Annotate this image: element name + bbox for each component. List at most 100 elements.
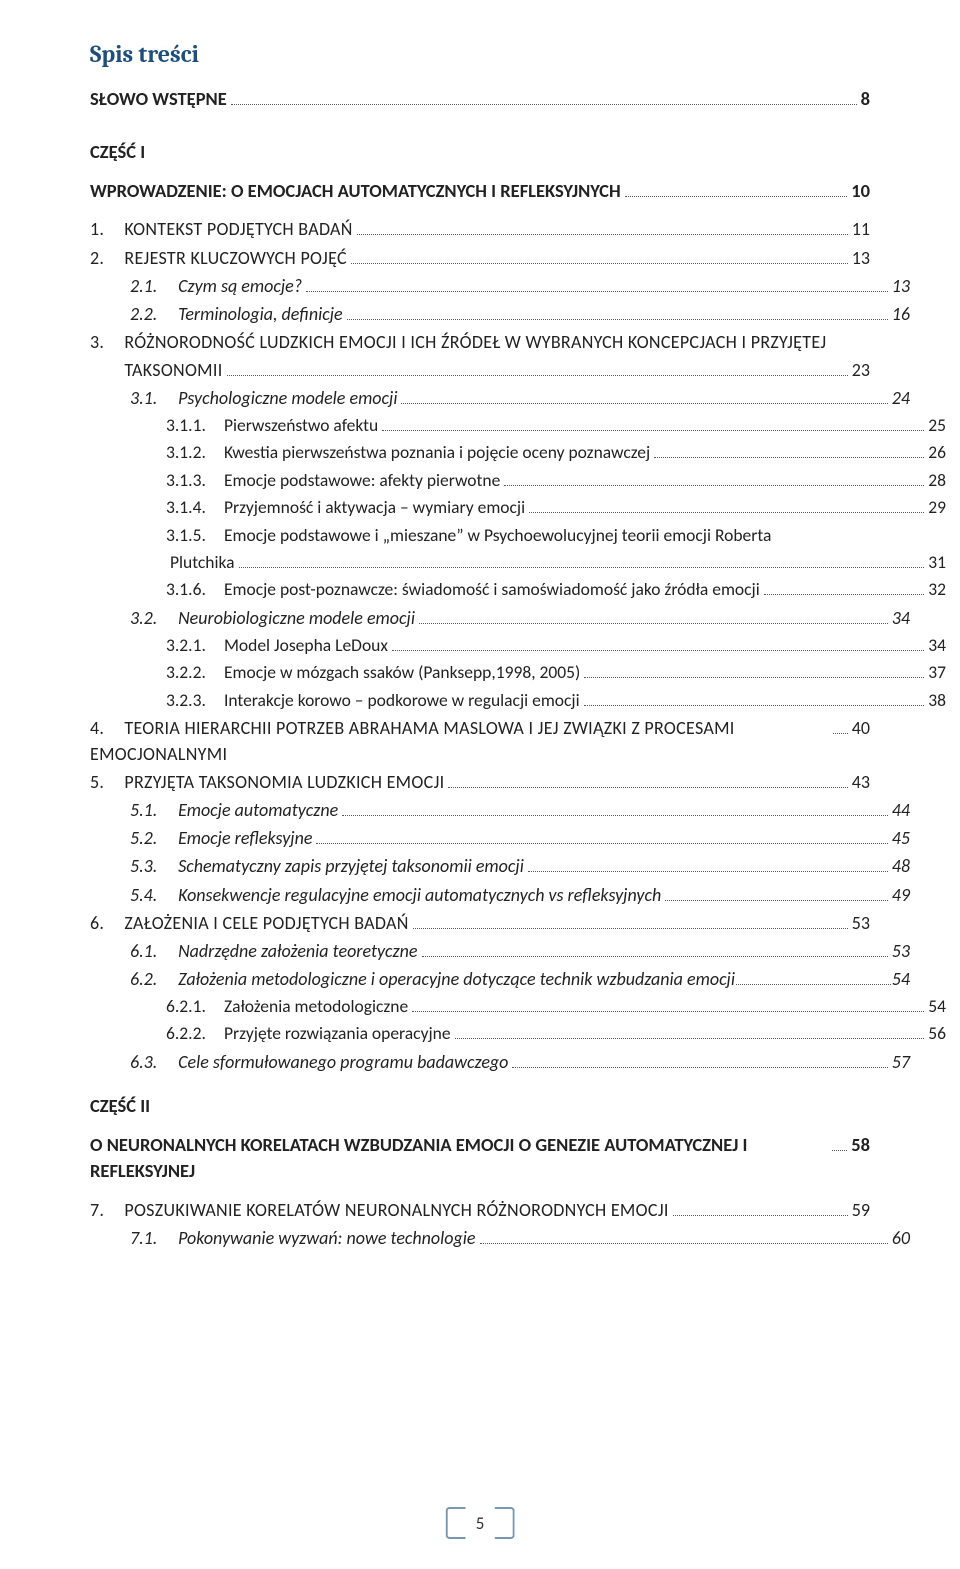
toc-entry[interactable]: O NEURONALNYCH KORELATACH WZBUDZANIA EMO… (90, 1132, 870, 1186)
toc-entry-number: 7. (90, 1197, 120, 1223)
toc-leader-dots (351, 263, 848, 264)
toc-entry-number: 5. (90, 769, 120, 795)
toc-entry[interactable]: Plutchika 31 (166, 550, 946, 575)
toc-leader-dots (665, 900, 888, 901)
toc-entry-number: 6.1. (130, 938, 174, 964)
toc-entry[interactable]: 7.1. Pokonywanie wyzwań: nowe technologi… (130, 1225, 910, 1251)
toc-entry-label: 7. POSZUKIWANIE KORELATÓW NEURONALNYCH R… (90, 1197, 669, 1223)
toc-entry-number: 3.2.2. (166, 660, 220, 685)
toc-entry-page: 60 (892, 1225, 910, 1251)
toc-entry[interactable]: 6.1. Nadrzędne założenia teoretyczne 53 (130, 938, 910, 964)
toc-entry[interactable]: 3. RÓŻNORODNOŚĆ LUDZKICH EMOCJI I ICH ŹR… (90, 329, 870, 355)
toc-leader-dots (413, 928, 848, 929)
toc-entry-label: 6.2. Założenia metodologiczne i operacyj… (130, 966, 735, 992)
toc-entry[interactable]: 2.2. Terminologia, definicje 16 (130, 301, 910, 327)
toc-entry-number: 3.1.3. (166, 468, 220, 493)
toc-entry-number: 2.1. (130, 273, 174, 299)
toc-entry[interactable]: 6. ZAŁOŻENIA I CELE PODJĘTYCH BADAŃ 53 (90, 910, 870, 936)
toc-entry-number: 7.1. (130, 1225, 174, 1251)
toc-entry-number: 5.1. (130, 797, 174, 823)
toc-entry-number: 3.1.1. (166, 413, 220, 438)
toc-entry[interactable]: 6.2.2. Przyjęte rozwiązania operacyjne 5… (166, 1021, 946, 1046)
toc-entry[interactable]: 3.1.4. Przyjemność i aktywacja – wymiary… (166, 495, 946, 520)
toc-leader-dots (412, 1011, 924, 1012)
toc-entry-label: 6.2.2. Przyjęte rozwiązania operacyjne (166, 1021, 451, 1046)
toc-entry-page: 59 (852, 1197, 870, 1223)
toc-entry[interactable]: SŁOWO WSTĘPNE 8 (90, 86, 870, 113)
toc-leader-dots (529, 512, 924, 513)
toc-entry-label: 7.1. Pokonywanie wyzwań: nowe technologi… (130, 1225, 476, 1251)
toc-entry[interactable]: CZĘŚĆ I (90, 139, 870, 166)
toc-entry-label: 3.1.5. Emocje podstawowe i „mieszane” w … (166, 523, 771, 548)
toc-entry[interactable]: WPROWADZENIE: O EMOCJACH AUTOMATYCZNYCH … (90, 178, 870, 205)
toc-entry-number: 6.2. (130, 966, 174, 992)
toc-entry[interactable]: 3.1.1. Pierwszeństwo afektu 25 (166, 413, 946, 438)
toc-leader-dots (316, 843, 887, 844)
toc-entry-page: 44 (892, 797, 910, 823)
bracket-left-icon (446, 1507, 466, 1539)
toc-entry-label: 3.1. Psychologiczne modele emocji (130, 385, 397, 411)
toc-entry-page: 11 (852, 216, 870, 242)
toc-entry[interactable]: CZĘŚĆ II (90, 1093, 870, 1120)
toc-entry-number: 1. (90, 216, 120, 242)
toc-entry-page: 29 (928, 495, 946, 520)
toc-leader-dots (584, 677, 924, 678)
toc-leader-dots (422, 956, 888, 957)
toc-entry[interactable]: 5. PRZYJĘTA TAKSONOMIA LUDZKICH EMOCJI 4… (90, 769, 870, 795)
toc-entry[interactable]: 2.1. Czym są emocje? 13 (130, 273, 910, 299)
toc-entry[interactable]: 3.2.1. Model Josepha LeDoux 34 (166, 633, 946, 658)
bracket-right-icon (494, 1507, 514, 1539)
toc-entry[interactable]: 6.2. Założenia metodologiczne i operacyj… (130, 966, 910, 992)
toc-entry[interactable]: 3.2. Neurobiologiczne modele emocji 34 (130, 605, 910, 631)
toc-entry-label: 1. KONTEKST PODJĘTYCH BADAŃ (90, 216, 353, 242)
toc-entry[interactable]: 3.1. Psychologiczne modele emocji 24 (130, 385, 910, 411)
toc-entry-page: 34 (892, 605, 910, 631)
toc-entry[interactable]: 1. KONTEKST PODJĘTYCH BADAŃ 11 (90, 216, 870, 242)
toc-leader-dots (231, 104, 857, 105)
toc-entry[interactable]: 5.3. Schematyczny zapis przyjętej takson… (130, 853, 910, 879)
toc-leader-dots (625, 196, 848, 197)
toc-entry[interactable]: 3.1.5. Emocje podstawowe i „mieszane” w … (166, 523, 946, 548)
toc-entry[interactable]: 2. REJESTR KLUCZOWYCH POJĘĆ 13 (90, 245, 870, 271)
toc-entry-page: 13 (852, 245, 870, 271)
toc-entry[interactable]: 3.1.2. Kwestia pierwszeństwa poznania i … (166, 440, 946, 465)
toc-entry[interactable]: TAKSONOMII 23 (90, 357, 870, 383)
toc-entry-page: 28 (928, 468, 946, 493)
toc-entry-label: 6. ZAŁOŻENIA I CELE PODJĘTYCH BADAŃ (90, 910, 409, 936)
toc-entry-number: 3. (90, 329, 120, 355)
toc-entry[interactable]: 3.1.6. Emocje post-poznawcze: świadomość… (166, 577, 946, 602)
toc-entry-page: 48 (892, 853, 910, 879)
toc-entry-page: 58 (851, 1132, 870, 1159)
toc-entry-page: 38 (928, 688, 946, 713)
toc-entry-number: 4. (90, 715, 120, 741)
toc-entry-page: 54 (892, 966, 910, 992)
toc-entry-label: 4. TEORIA HIERARCHII POTRZEB ABRAHAMA MA… (90, 715, 829, 767)
toc-entry-label: 6.1. Nadrzędne założenia teoretyczne (130, 938, 418, 964)
toc-entry[interactable]: 6.2.1. Założenia metodologiczne 54 (166, 994, 946, 1019)
toc-entry[interactable]: 7. POSZUKIWANIE KORELATÓW NEURONALNYCH R… (90, 1197, 870, 1223)
toc-entry[interactable]: 5.1. Emocje automatyczne 44 (130, 797, 910, 823)
toc-leader-dots (832, 1150, 847, 1151)
toc-entry-label: 5.1. Emocje automatyczne (130, 797, 338, 823)
toc-entry[interactable]: 6.3. Cele sformułowanego programu badawc… (130, 1049, 910, 1075)
toc-entry-label: 5.4. Konsekwencje regulacyjne emocji aut… (130, 882, 661, 908)
toc-entry-label: 3.2. Neurobiologiczne modele emocji (130, 605, 415, 631)
toc-entry[interactable]: 5.2. Emocje refleksyjne 45 (130, 825, 910, 851)
toc-entry[interactable]: 3.1.3. Emocje podstawowe: afekty pierwot… (166, 468, 946, 493)
toc-leader-dots (306, 291, 888, 292)
toc-entry[interactable]: 3.2.2. Emocje w mózgach ssaków (Panksepp… (166, 660, 946, 685)
toc-entry[interactable]: 5.4. Konsekwencje regulacyjne emocji aut… (130, 882, 910, 908)
toc-entry-label: 3.1.2. Kwestia pierwszeństwa poznania i … (166, 440, 650, 465)
toc-entry[interactable]: 3.2.3. Interakcje korowo – podkorowe w r… (166, 688, 946, 713)
toc-entry-label: TAKSONOMII (90, 357, 223, 383)
toc-entry-label: 3.2.2. Emocje w mózgach ssaków (Panksepp… (166, 660, 580, 685)
toc-entry-page: 31 (928, 550, 946, 575)
toc-entry-number: 6.2.2. (166, 1021, 220, 1046)
toc-entry-label: 5. PRZYJĘTA TAKSONOMIA LUDZKICH EMOCJI (90, 769, 444, 795)
toc-leader-dots (528, 871, 888, 872)
toc-entry-page: 43 (852, 769, 870, 795)
toc-entry-page: 23 (852, 357, 870, 383)
toc-entry-label: 3.1.1. Pierwszeństwo afektu (166, 413, 378, 438)
toc-entry[interactable]: 4. TEORIA HIERARCHII POTRZEB ABRAHAMA MA… (90, 715, 870, 767)
toc-leader-dots (764, 594, 925, 595)
